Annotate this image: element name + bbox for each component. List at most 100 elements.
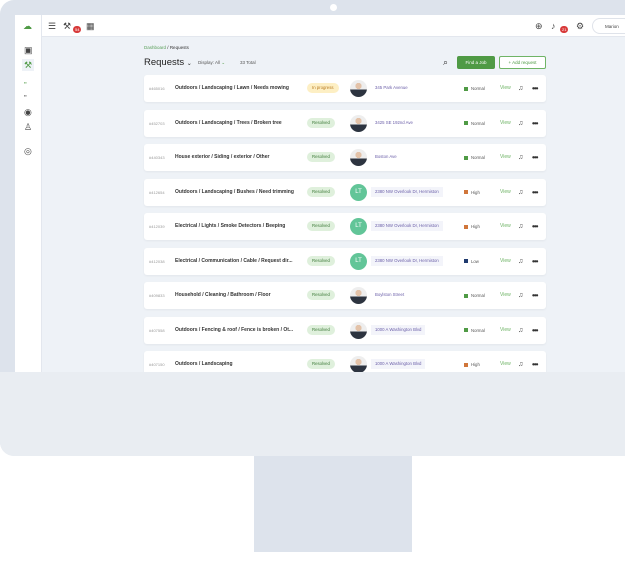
request-category: Outdoors / Landscaping / Lawn / Needs mo… [175,85,289,91]
avatar-photo [350,149,367,166]
priority-square-icon [464,224,468,229]
priority-square-icon [464,328,468,333]
user-menu[interactable]: Marion [592,18,625,34]
more-options-icon[interactable]: ••• [532,291,538,300]
table-row[interactable]: #412038 Electrical / Communication / Cab… [144,247,546,275]
view-link[interactable]: View [500,326,511,333]
address-link[interactable]: Boylston Street [375,292,405,297]
address-link[interactable]: Boston Ave [375,154,397,159]
display-value: All [215,60,221,65]
breadcrumb-current: Requests [169,45,189,50]
priority-label: Normal [471,293,485,298]
table-row[interactable]: #452703 Outdoors / Landscaping / Trees /… [144,109,546,137]
grid-icon[interactable]: ▪▪ [24,93,27,98]
table-row[interactable]: #440343 House exterior / Siding / exteri… [144,144,546,171]
download-icon[interactable]: ⊕ [535,21,543,31]
more-options-icon[interactable]: ••• [532,256,538,266]
priority-label: High [471,189,480,195]
notification-bell-icon[interactable]: ♫ [518,326,524,334]
notification-bell-icon[interactable]: ♫ [518,292,524,299]
avatar-photo [350,114,367,132]
priority-label: Low [471,258,479,264]
add-request-button[interactable]: + Add request [499,56,546,69]
notification-bell-icon[interactable]: ♫ [518,257,524,265]
table-row[interactable]: #407558 Outdoors / Fencing & roof / Fenc… [144,316,546,344]
calendar-icon[interactable]: ▦ [86,21,95,31]
view-link[interactable]: View [500,85,511,91]
request-id: #407558 [149,327,165,333]
notification-bell-icon[interactable]: ♫ [518,154,524,161]
users-icon[interactable]: ♙ [24,122,33,132]
page-title-text: Requests [144,57,185,68]
total-count: 33 Total [240,60,256,65]
request-category: Outdoors / Landscaping / Trees / Broken … [175,119,282,126]
support-icon[interactable]: ◎ [24,146,32,156]
breadcrumb-dashboard[interactable]: Dashboard [144,45,167,50]
address-link[interactable]: 1000 A Washington Blvd [371,359,426,369]
table-row[interactable]: #407150 Outdoors / Landscaping Resolved … [144,351,546,372]
status-badge: Resolved [307,324,335,335]
more-options-icon[interactable]: ••• [532,118,538,128]
address-link[interactable]: 2380 NW Overlook Dr, Hermiston [371,186,443,197]
dashboard-icon[interactable]: ▣ [24,45,33,55]
cloud-logo-icon: ☁ [23,21,32,31]
view-link[interactable]: View [500,361,511,367]
table-row[interactable]: #412039 Electrical / Lights / Smoke Dete… [144,213,546,240]
more-options-icon[interactable]: ••• [532,84,538,93]
display-filter[interactable]: Display: All ⌄ [198,60,226,65]
view-link[interactable]: View [500,188,511,195]
avatar-initials: LT [350,218,367,235]
table-row[interactable]: #412654 Outdoors / Landscaping / Bushes … [144,178,546,206]
search-icon[interactable]: ⌕ [443,57,449,67]
view-link[interactable]: View [500,292,511,298]
find-job-button[interactable]: Find a Job [457,56,495,69]
address-link[interactable]: 2380 NW Overlook Dr, Hermiston [371,221,443,231]
notification-bell-icon[interactable]: ♫ [518,361,524,368]
notification-bell-icon[interactable]: ♫ [518,223,524,230]
alerts-badge: 21 [560,26,569,33]
view-link[interactable]: View [500,119,511,126]
avatar-photo [350,321,367,339]
address-link[interactable]: 2380 NW Overlook Dr, Hermiston [371,255,443,266]
more-options-icon[interactable]: ••• [532,325,538,335]
address-link[interactable]: 3425 SE 192nd Ave [375,119,413,125]
priority-square-icon [464,362,468,367]
status-badge: In progress [307,83,339,93]
priority-label: High [471,362,480,367]
monitor-chin [0,372,625,456]
monitor-stand [254,456,412,552]
bell-icon[interactable]: ♪ [551,21,556,31]
table-row[interactable]: #465016 Outdoors / Landscaping / Lawn / … [144,75,546,102]
priority-label: High [471,224,480,229]
request-id: #407150 [149,362,165,367]
request-category: Electrical / Lights / Smoke Detectors / … [175,223,286,229]
page-title[interactable]: Requests ⌄ [144,57,192,68]
view-link[interactable]: View [500,257,511,264]
more-options-icon[interactable]: ••• [532,153,538,162]
address-link[interactable]: 1000 A Washington Blvd [371,324,426,335]
status-icon[interactable]: ▪▪ [24,80,27,85]
priority-square-icon [464,293,468,298]
table-row[interactable]: #409833 Household / Cleaning / Bathroom … [144,282,546,309]
notification-bell-icon[interactable]: ♫ [518,188,524,196]
notification-badge: 54 [73,26,82,33]
requests-icon[interactable]: ⚒ [63,21,72,31]
notification-bell-icon[interactable]: ♫ [518,85,524,92]
priority: Normal [464,144,485,171]
request-category: Outdoors / Landscaping / Bushes / Need t… [175,188,294,195]
address-link[interactable]: 345 Park Avenue [375,85,408,90]
priority-square-icon [464,190,468,195]
menu-icon[interactable]: ☰ [48,21,57,31]
request-id: #412654 [149,189,165,195]
more-options-icon[interactable]: ••• [532,360,538,369]
globe-icon[interactable]: ◉ [24,107,32,117]
tools-icon[interactable]: ⚒ [22,59,35,71]
view-link[interactable]: View [500,223,511,229]
notification-bell-icon[interactable]: ♫ [518,119,524,127]
more-options-icon[interactable]: ••• [532,222,538,231]
gear-icon[interactable]: ⚙ [576,21,585,31]
more-options-icon[interactable]: ••• [532,187,538,197]
status-badge: Resolved [307,186,335,197]
view-link[interactable]: View [500,154,511,160]
breadcrumb: Dashboard / Requests [144,45,189,50]
